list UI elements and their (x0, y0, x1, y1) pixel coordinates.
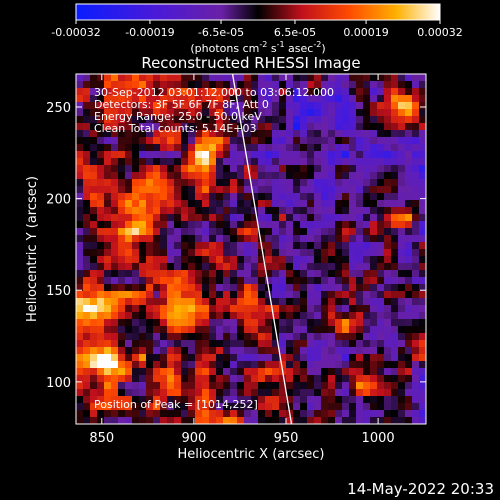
y-tick-label: 250 (46, 101, 71, 116)
colorbar-tick-label: 0.00019 (343, 26, 389, 39)
x-tick-label: 1000 (362, 431, 395, 446)
colorbar-unit: (photons cm-2 s-1 asec-2) (190, 40, 325, 55)
colorbar-tick-label: -0.00032 (51, 26, 100, 39)
x-tick-label: 900 (181, 431, 206, 446)
colorbar-ticks: -0.00032 -0.00019 -6.5e-05 6.5e-05 0.00019 0.… (51, 20, 463, 39)
annotation-time: 30-Sep-2012 03:01:12.000 to 03:06:12.000 (94, 86, 334, 99)
y-tick-label: 200 (46, 193, 71, 208)
colorbar-tick-label: 0.00032 (417, 26, 463, 39)
colorbar-tick-label: -6.5e-05 (198, 26, 244, 39)
plot-frame (75, 73, 427, 425)
solar-limb-line (231, 74, 293, 424)
y-tick-label: 100 (46, 376, 71, 391)
chart-title: Reconstructed RHESSI Image (141, 54, 360, 72)
annotation-energy: Energy Range: 25.0 - 50.0 keV (94, 110, 262, 123)
x-tick-label: 950 (274, 431, 299, 446)
peak-position-label: Position of Peak = [1014,252] (94, 398, 258, 411)
x-axis-ticks: 850 900 950 1000 (89, 74, 395, 446)
heatmap-image (76, 74, 426, 424)
annotation-block: 30-Sep-2012 03:01:12.000 to 03:06:12.000… (94, 86, 334, 135)
annotation-detectors: Detectors: 3F 5F 6F 7F 8F, Att 0 (94, 98, 269, 111)
annotation-clean: Clean Total counts: 5.14E+03 (94, 122, 257, 135)
y-axis-label: Heliocentric Y (arcsec) (25, 176, 40, 322)
y-tick-label: 150 (46, 284, 71, 299)
x-tick-label: 850 (89, 431, 114, 446)
colorbar-tick-label: -0.00019 (125, 26, 174, 39)
render-timestamp: 14-May-2022 20:33 (347, 480, 494, 498)
y-axis-ticks: 100 150 200 250 (46, 101, 426, 391)
colorbar-tick-label: 6.5e-05 (274, 26, 316, 39)
colorbar (75, 3, 441, 21)
x-axis-label: Heliocentric X (arcsec) (178, 447, 325, 462)
